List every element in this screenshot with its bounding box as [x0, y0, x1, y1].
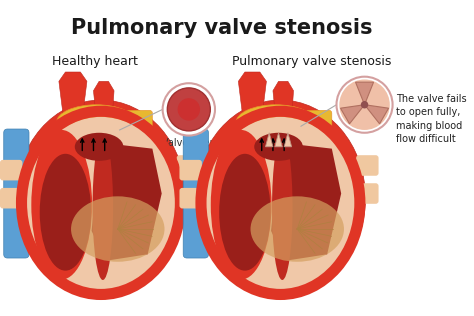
Ellipse shape	[195, 100, 365, 296]
FancyBboxPatch shape	[177, 155, 199, 176]
FancyBboxPatch shape	[183, 129, 209, 258]
Polygon shape	[254, 264, 307, 294]
Ellipse shape	[236, 105, 316, 140]
FancyBboxPatch shape	[356, 183, 379, 204]
Ellipse shape	[204, 117, 357, 293]
Polygon shape	[91, 142, 162, 261]
Polygon shape	[238, 72, 266, 119]
Ellipse shape	[40, 154, 91, 270]
FancyBboxPatch shape	[356, 155, 379, 176]
Polygon shape	[75, 264, 127, 294]
Polygon shape	[59, 72, 87, 119]
Text: Pulmonary valve stenosis: Pulmonary valve stenosis	[232, 55, 391, 68]
FancyBboxPatch shape	[306, 110, 332, 131]
Polygon shape	[356, 82, 374, 105]
Circle shape	[361, 101, 368, 108]
Ellipse shape	[266, 276, 294, 293]
Text: Valve open: Valve open	[162, 138, 216, 149]
Ellipse shape	[219, 154, 271, 270]
Ellipse shape	[31, 130, 92, 280]
Polygon shape	[340, 105, 365, 124]
Circle shape	[337, 77, 392, 133]
Circle shape	[163, 83, 215, 136]
Ellipse shape	[211, 130, 272, 280]
Circle shape	[167, 88, 210, 131]
Polygon shape	[265, 133, 273, 147]
Ellipse shape	[254, 133, 303, 161]
Ellipse shape	[16, 100, 186, 296]
Ellipse shape	[56, 105, 136, 140]
Polygon shape	[275, 133, 283, 147]
Ellipse shape	[250, 196, 344, 262]
Ellipse shape	[92, 135, 113, 280]
Text: Pulmonary valve stenosis: Pulmonary valve stenosis	[71, 18, 372, 38]
Circle shape	[339, 80, 390, 130]
Polygon shape	[284, 133, 292, 147]
Text: The valve fails
to open fully,
making blood
flow difficult: The valve fails to open fully, making bl…	[396, 94, 467, 144]
Ellipse shape	[24, 117, 178, 293]
FancyBboxPatch shape	[4, 129, 29, 258]
FancyBboxPatch shape	[180, 160, 202, 180]
Ellipse shape	[272, 135, 292, 280]
Text: Healthy heart: Healthy heart	[52, 55, 138, 68]
FancyBboxPatch shape	[177, 183, 199, 204]
Polygon shape	[271, 142, 341, 261]
Circle shape	[178, 98, 200, 121]
FancyBboxPatch shape	[0, 188, 22, 209]
Polygon shape	[365, 105, 389, 124]
FancyBboxPatch shape	[126, 110, 152, 131]
Polygon shape	[93, 81, 114, 119]
Polygon shape	[273, 81, 293, 119]
FancyBboxPatch shape	[0, 160, 22, 180]
Ellipse shape	[75, 133, 123, 161]
Ellipse shape	[87, 276, 115, 293]
FancyBboxPatch shape	[180, 188, 202, 209]
Ellipse shape	[71, 196, 164, 262]
